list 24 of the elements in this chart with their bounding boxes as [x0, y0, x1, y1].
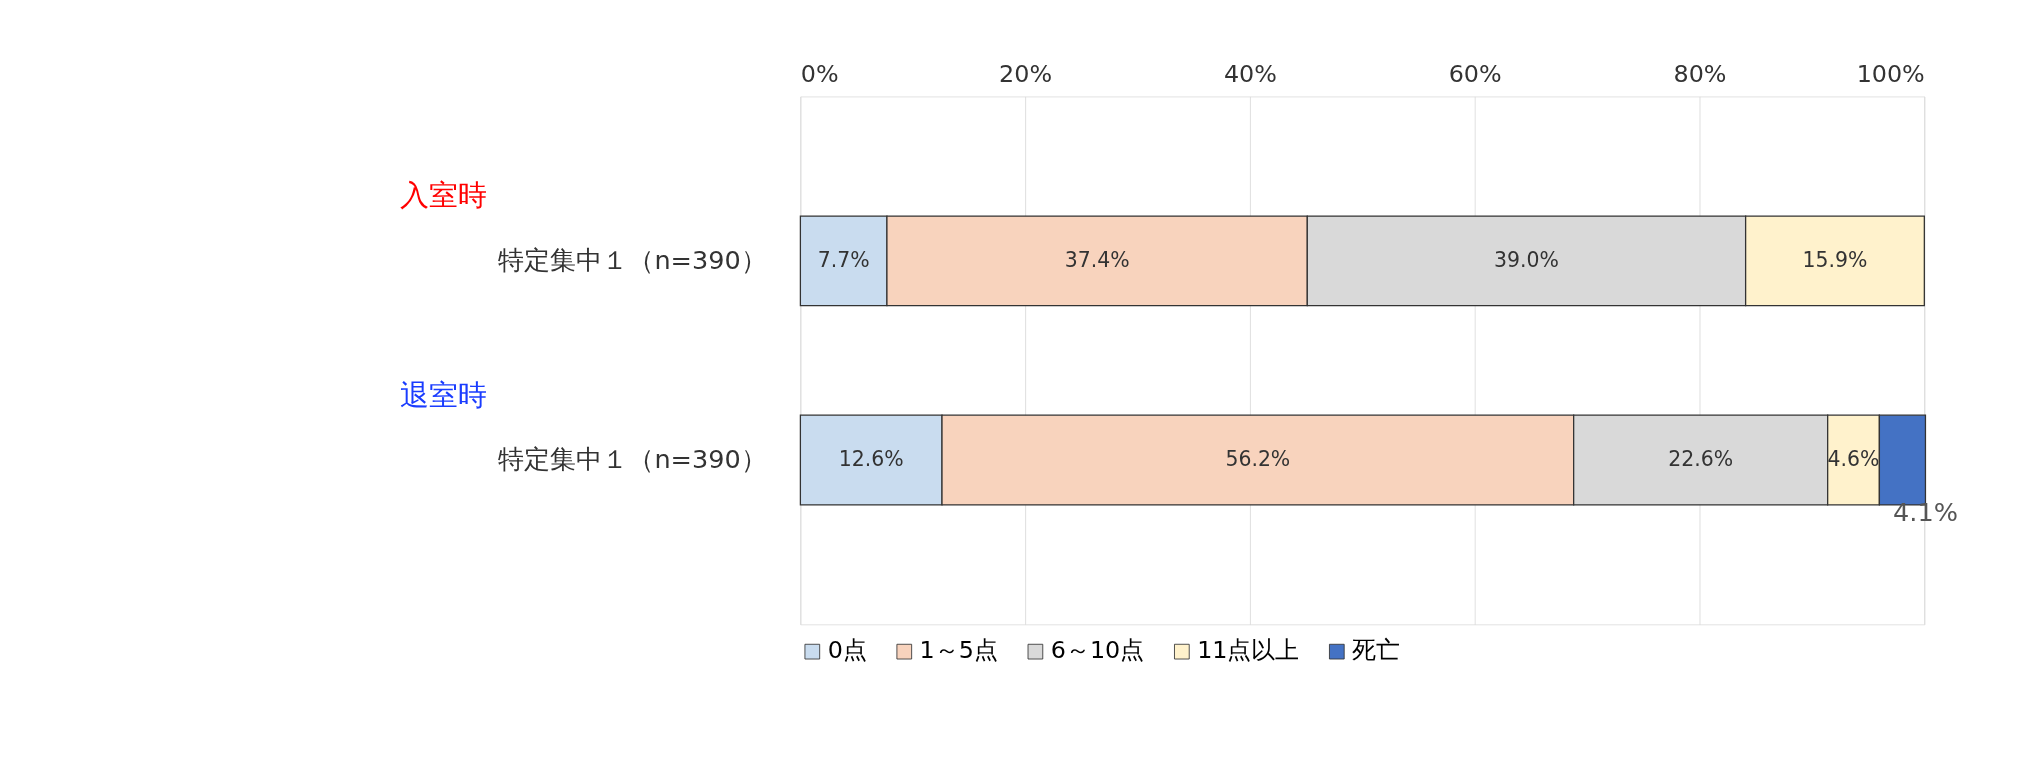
legend-label: 6～10点 [1050, 636, 1145, 665]
x-tick-label: 20% [999, 59, 1053, 88]
data-label: 39.0% [1494, 247, 1559, 272]
data-label: 37.4% [1064, 247, 1130, 272]
text: 入室時 [400, 178, 488, 213]
legend-label: 死亡 [1352, 636, 1401, 665]
data-label: 4.1% [1893, 496, 1958, 527]
data-label: 4.6% [1827, 447, 1880, 472]
legend-label: 1～5点 [919, 636, 998, 665]
data-label: 15.9% [1802, 247, 1868, 272]
x-tick-label: 80% [1673, 59, 1727, 88]
y-tick-label: 特定集中１（n=390） [498, 244, 767, 275]
data-label: 12.6% [838, 447, 904, 472]
x-tick-label: 60% [1448, 59, 1502, 88]
text: 退室時 [400, 377, 488, 412]
y-tick-label: 特定集中１（n=390） [498, 443, 767, 474]
legend-label: 11点以上 [1197, 636, 1300, 665]
x-tick-label: 40% [1223, 59, 1277, 88]
data-label: 56.2% [1225, 447, 1291, 472]
x-tick-label: 0% [800, 59, 839, 88]
data-label: 7.7% [817, 247, 870, 272]
x-tick-label: 100% [1856, 59, 1925, 88]
legend-label: 0点 [827, 636, 867, 665]
data-label: 22.6% [1668, 447, 1734, 472]
